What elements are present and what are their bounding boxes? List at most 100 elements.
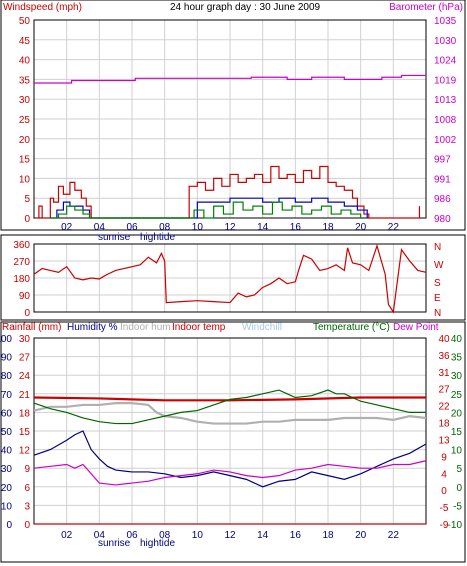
xtick-top-16: 16 [290, 222, 302, 233]
xtick-bottom-02: 02 [61, 530, 73, 541]
xtick-bottom-04: 04 [94, 530, 106, 541]
ytick-baro-4: 1002 [434, 135, 457, 146]
series-layer [33, 74, 427, 525]
ytick-temp-outer-9: 31 [438, 368, 450, 379]
ytick-hum-1: 10 [1, 501, 13, 512]
climate-series-1 [33, 430, 427, 488]
ytick-dir-4: 360 [13, 240, 30, 251]
ytick-baro-7: 1019 [434, 75, 457, 86]
ytick-rain-6: 18 [19, 408, 31, 419]
plot-frame-dir [33, 243, 427, 313]
ytick-rain-2: 6 [24, 483, 30, 494]
ytick-rain-7: 21 [19, 390, 31, 401]
ytick-baro-1: 986 [434, 194, 451, 205]
xtick-top-04: 04 [94, 222, 106, 233]
xtick-bottom-16: 16 [290, 530, 302, 541]
direction-panel-border [0, 234, 466, 321]
xtick-bottom-14: 14 [257, 530, 269, 541]
xtick-bottom-20: 20 [355, 530, 367, 541]
ytick-rain-3: 9 [24, 464, 30, 475]
ytick-temp-outer-8: 27 [438, 385, 450, 396]
ytick-dir-1: 90 [19, 291, 31, 302]
ytick-hum-7: 70 [1, 390, 13, 401]
ytick-temp-outer-2: 0 [441, 486, 447, 497]
ytick-baro-2: 991 [434, 174, 451, 185]
ytick-wind-6: 30 [19, 95, 31, 106]
direction-letter-s: S [434, 278, 441, 289]
ytick-hum-5: 50 [1, 427, 13, 438]
ytick-wind-4: 20 [19, 135, 31, 146]
xtick-bottom-18: 18 [322, 530, 334, 541]
xtick-top-12: 12 [224, 222, 236, 233]
wind-series-3 [34, 74, 426, 84]
ytick-temp-outer-10: 36 [438, 351, 450, 362]
windspeed-axis-title: Windspeed (mph) [3, 2, 82, 13]
xtick-bottom-10: 10 [192, 530, 204, 541]
legend-temperature: Temperature (°C) [313, 322, 390, 333]
xtick-bottom-08: 08 [159, 530, 171, 541]
ytick-temp-inner-9: 35 [451, 353, 463, 364]
ytick-baro-9: 1030 [434, 36, 457, 47]
legend-humidity: Humidity % [67, 322, 118, 333]
ytick-hum-4: 40 [1, 446, 13, 457]
xtick-top-06: 06 [126, 222, 138, 233]
barometer-axis-title: Barometer (hPa) [389, 2, 463, 13]
xtick-top-10: 10 [192, 222, 204, 233]
wind-series-2 [50, 201, 362, 219]
bottom-panel-border [0, 321, 466, 563]
grid-layer [33, 19, 427, 525]
direction-letter-e: E [434, 293, 441, 304]
ytick-wind-2: 10 [19, 174, 31, 185]
ytick-baro-3: 997 [434, 155, 451, 166]
ytick-hum-3: 30 [1, 464, 13, 475]
xtick-top-18: 18 [322, 222, 334, 233]
legend-rainfall: Rainfall (mm) [2, 322, 61, 333]
xtick-top-14: 14 [257, 222, 269, 233]
direction-letter-w: W [434, 260, 444, 271]
ytick-temp-inner-6: 20 [451, 408, 463, 419]
sunrise-label-bottom: sunrise [98, 538, 131, 549]
top-panel-border [0, 0, 466, 231]
legend-indoor-temp: Indoor temp [172, 322, 226, 333]
ytick-hum-9: 90 [1, 353, 13, 364]
ytick-wind-0: 0 [24, 214, 30, 225]
ytick-temp-inner-0: -10 [448, 520, 463, 531]
ytick-temp-outer-1: -5 [440, 503, 449, 514]
ytick-wind-8: 40 [19, 56, 31, 67]
ytick-temp-outer-6: 18 [438, 419, 450, 430]
chart-title: 24 hour graph day : 30 June 2009 [170, 2, 321, 13]
ytick-hum-2: 20 [1, 483, 13, 494]
xtick-top-20: 20 [355, 222, 367, 233]
ytick-temp-outer-3: 4 [441, 469, 447, 480]
ytick-wind-3: 15 [19, 155, 31, 166]
ytick-rain-4: 12 [19, 446, 31, 457]
hightide-label-bottom: hightide [140, 538, 175, 549]
legend-windchill: Windchill [242, 322, 282, 333]
ytick-temp-outer-0: -9 [440, 520, 449, 531]
legend-dew-point: Dew Point [393, 322, 439, 333]
direction-letter-n-bottom: N [434, 308, 441, 319]
ytick-temp-outer-5: 13 [438, 435, 450, 446]
ytick-rain-1: 3 [24, 501, 30, 512]
xtick-top-02: 02 [61, 222, 73, 233]
ytick-baro-5: 1008 [434, 115, 457, 126]
ytick-rain-8: 24 [19, 371, 31, 382]
wind-series-0 [35, 165, 421, 219]
tick-layer: 0510152025303540455098098699199710021008… [0, 16, 462, 541]
ytick-wind-7: 35 [19, 75, 31, 86]
ytick-rain-10: 30 [19, 334, 31, 345]
ytick-baro-0: 980 [434, 214, 451, 225]
ytick-dir-3: 270 [13, 257, 30, 268]
ytick-dir-2: 180 [13, 274, 30, 285]
ytick-temp-inner-8: 30 [451, 371, 463, 382]
ytick-hum-0: 0 [6, 520, 12, 531]
ytick-temp-inner-10: 40 [451, 334, 463, 345]
ytick-temp-outer-4: 9 [441, 452, 447, 463]
climate-series-2 [33, 402, 427, 425]
ytick-hum-8: 80 [1, 371, 13, 382]
ytick-baro-8: 1024 [434, 56, 457, 67]
ytick-temp-outer-11: 40 [438, 334, 450, 345]
sunrise-label-top: sunrise [98, 232, 131, 243]
ytick-wind-9: 45 [19, 36, 31, 47]
